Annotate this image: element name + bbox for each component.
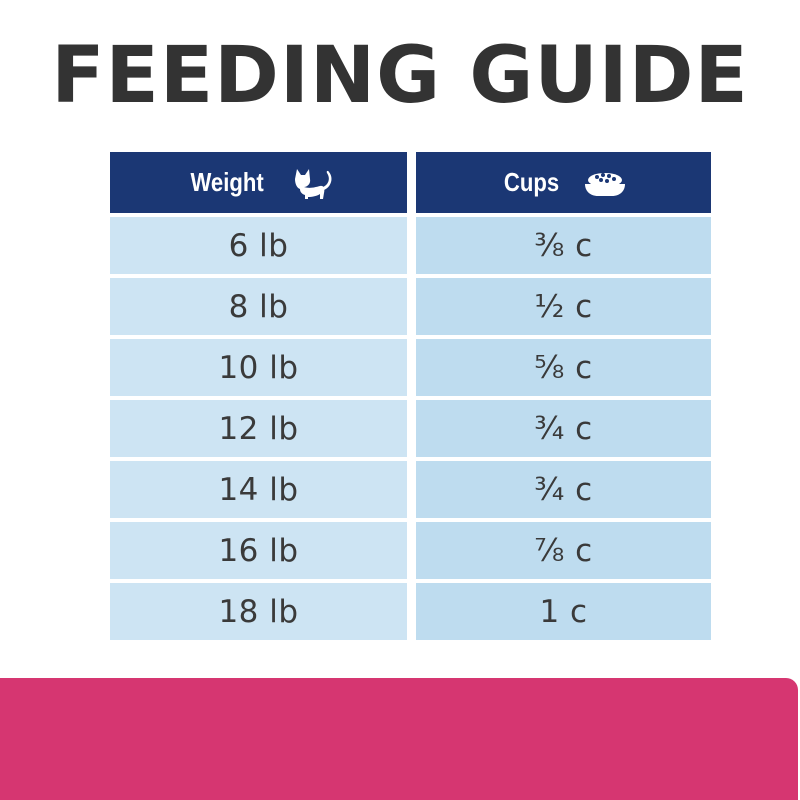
bottom-banner — [0, 678, 798, 800]
cups-cell: 1 c — [416, 583, 711, 640]
table-row: 10 lb ⅝ c — [110, 339, 711, 396]
header-weight: Weight — [110, 152, 407, 213]
weight-cell: 18 lb — [110, 583, 407, 640]
header-cups-label: Cups — [503, 167, 560, 197]
weight-cell: 16 lb — [110, 522, 407, 579]
weight-cell: 10 lb — [110, 339, 407, 396]
table-row: 18 lb 1 c — [110, 583, 711, 640]
cups-cell: ⅞ c — [416, 522, 711, 579]
cups-cell: ¾ c — [416, 461, 711, 518]
weight-cell: 6 lb — [110, 217, 407, 274]
cat-icon — [289, 165, 333, 201]
table-row: 12 lb ¾ c — [110, 400, 711, 457]
table-row: 14 lb ¾ c — [110, 461, 711, 518]
table-row: 16 lb ⅞ c — [110, 522, 711, 579]
header-weight-label: Weight — [190, 167, 265, 197]
food-bowl-icon — [582, 166, 628, 200]
page-title: FEEDING GUIDE — [51, 31, 749, 121]
table-header-row: Weight Cups — [110, 152, 711, 213]
weight-cell: 14 lb — [110, 461, 407, 518]
weight-cell: 12 lb — [110, 400, 407, 457]
cups-cell: ½ c — [416, 278, 711, 335]
cups-cell: ¾ c — [416, 400, 711, 457]
weight-cell: 8 lb — [110, 278, 407, 335]
cups-cell: ⅜ c — [416, 217, 711, 274]
cups-cell: ⅝ c — [416, 339, 711, 396]
header-cups: Cups — [416, 152, 711, 213]
feeding-table: Weight Cups — [110, 152, 711, 644]
table-row: 6 lb ⅜ c — [110, 217, 711, 274]
table-row: 8 lb ½ c — [110, 278, 711, 335]
